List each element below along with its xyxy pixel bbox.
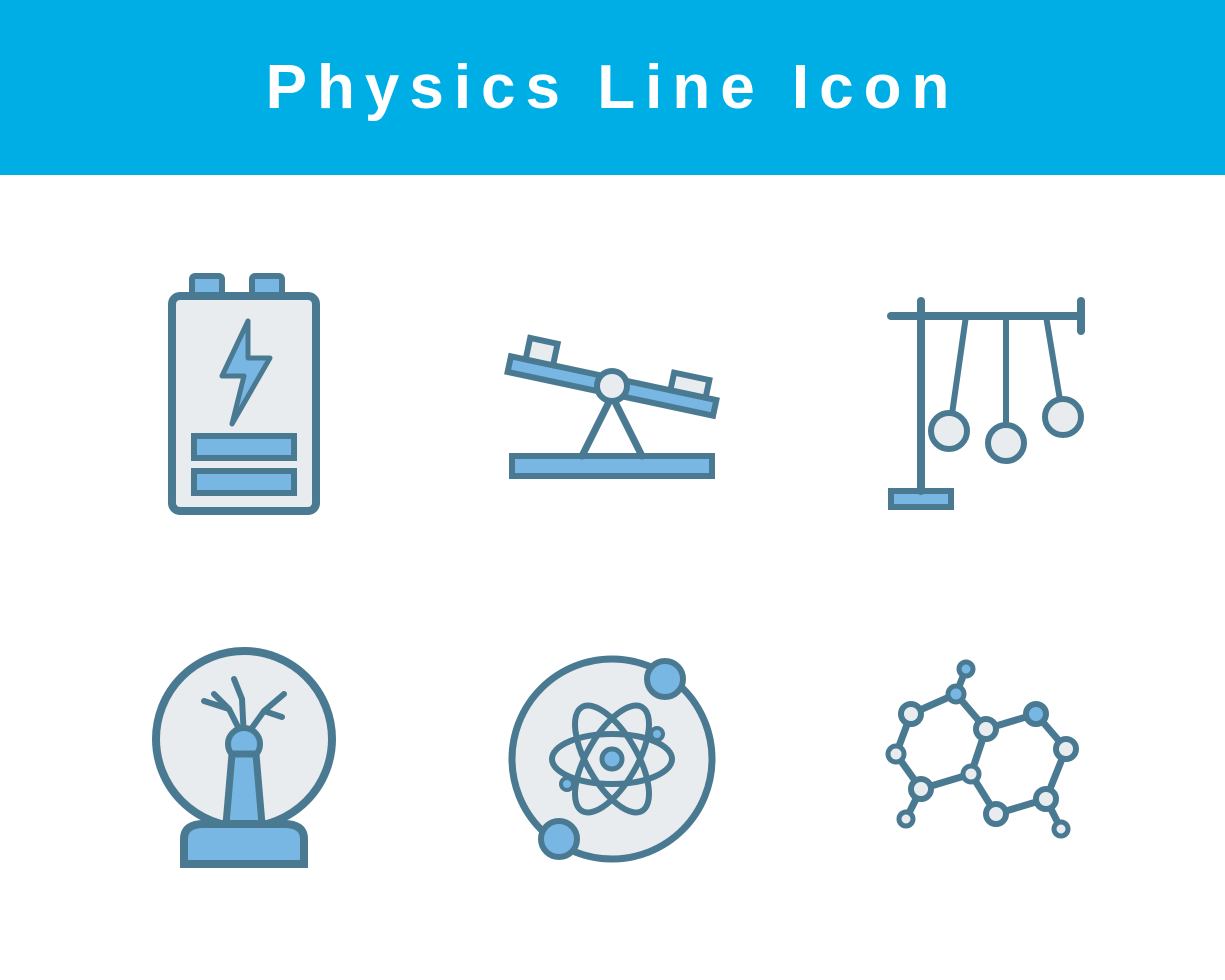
icon-grid xyxy=(0,175,1225,980)
atom-icon xyxy=(497,644,727,874)
page-title: Physics Line Icon xyxy=(266,52,960,123)
pendulum-icon xyxy=(861,271,1101,521)
lever-icon xyxy=(482,296,742,496)
header-banner: Physics Line Icon xyxy=(0,0,1225,175)
icon-cell-lever xyxy=(448,235,776,558)
icon-cell-plasma xyxy=(80,598,408,921)
molecule-icon xyxy=(866,644,1096,874)
icon-cell-pendulum xyxy=(817,235,1145,558)
icon-cell-battery xyxy=(80,235,408,558)
plasma-ball-icon xyxy=(134,639,354,879)
icon-cell-molecule xyxy=(817,598,1145,921)
battery-icon xyxy=(144,266,344,526)
icon-cell-atom xyxy=(448,598,776,921)
